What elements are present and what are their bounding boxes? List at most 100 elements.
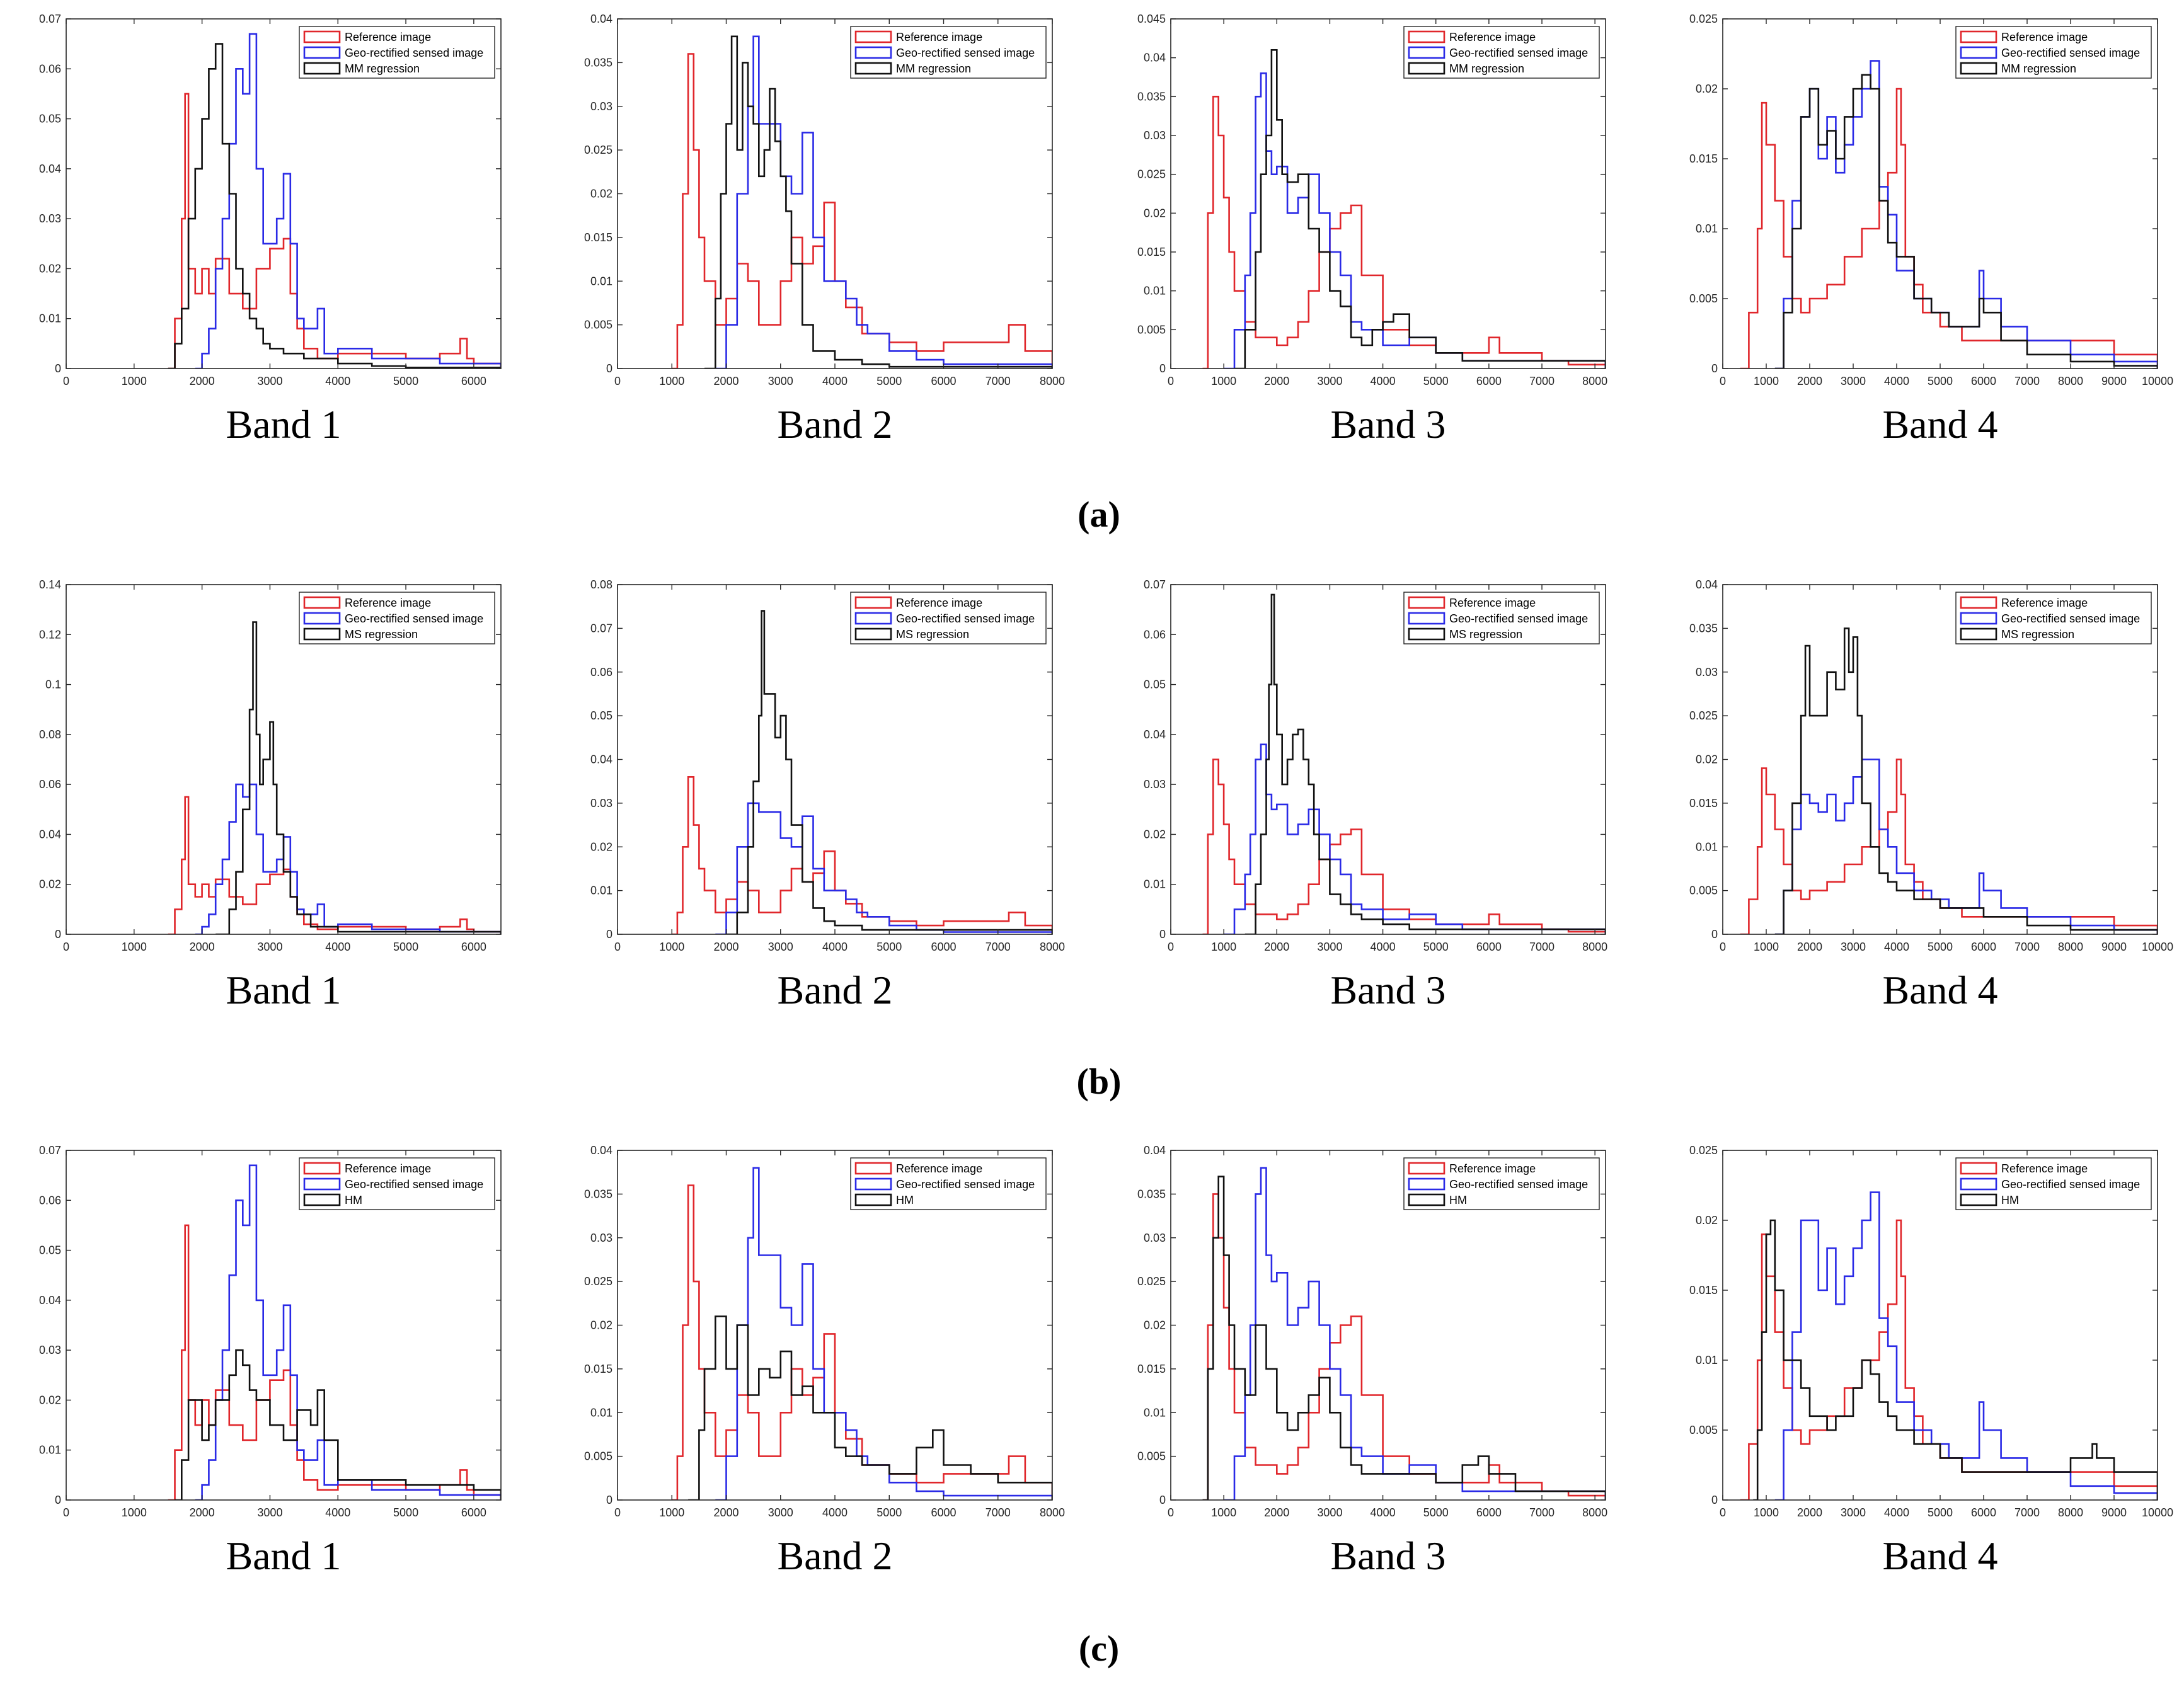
x-tick-label: 4000 xyxy=(822,375,848,387)
x-tick-label: 2000 xyxy=(1264,375,1289,387)
y-tick-label: 0 xyxy=(1159,928,1166,941)
legend-label: HM xyxy=(345,1194,362,1206)
series-line-3 xyxy=(1753,1219,2158,1500)
chart-c3: 0 1000 2000 3000 4000 5000 6000 7000 8000 0 0.005 0… xyxy=(1137,1144,1607,1578)
x-tick-label: 1000 xyxy=(1754,375,1779,387)
chart-series-group xyxy=(1740,60,2158,369)
x-tick-label: 0 xyxy=(1168,375,1174,387)
legend-label: Reference image xyxy=(2001,31,2088,43)
legend-label: Geo-rectified sensed image xyxy=(2001,612,2140,625)
x-tick-label: 4000 xyxy=(325,375,350,387)
legend-label: Geo-rectified sensed image xyxy=(345,47,483,59)
y-tick-label: 0.045 xyxy=(1137,13,1166,25)
legend-label: Reference image xyxy=(1449,597,1536,609)
legend-label: Reference image xyxy=(345,1162,431,1175)
x-tick-label: 5000 xyxy=(876,375,902,387)
y-tick-label: 0.04 xyxy=(1696,578,1718,591)
y-tick-label: 0.03 xyxy=(39,1344,61,1356)
y-tick-label: 0.005 xyxy=(1689,1424,1718,1436)
legend-swatch xyxy=(854,62,892,75)
y-tick-label: 0.04 xyxy=(590,13,612,25)
x-tick-label: 6000 xyxy=(1971,1506,1996,1519)
series-line-2 xyxy=(195,33,501,369)
series-line-3 xyxy=(726,610,1052,934)
legend-label: HM xyxy=(2001,1194,2019,1206)
x-tick-label: 0 xyxy=(614,1506,621,1519)
legend: Reference image Geo-rectified sensed imag… xyxy=(1955,1157,2152,1210)
chart-a2: 0 1000 2000 3000 4000 5000 6000 7000 8000 0 0.005 0… xyxy=(584,13,1065,447)
legend-label: HM xyxy=(1449,1194,1467,1206)
y-tick-label: 0.035 xyxy=(584,56,612,69)
x-tick-label: 2000 xyxy=(1797,1506,1822,1519)
y-tick-label: 0.07 xyxy=(1144,578,1166,591)
chart-a3: 0 1000 2000 3000 4000 5000 6000 7000 8000 0 0.005 0… xyxy=(1137,13,1607,447)
x-tick-label: 10000 xyxy=(2142,1506,2173,1519)
y-tick-label: 0.005 xyxy=(1137,1450,1166,1463)
y-tick-label: 0.01 xyxy=(39,1444,61,1457)
y-tick-label: 0.06 xyxy=(39,778,61,791)
x-tick-label: 2000 xyxy=(1264,1506,1289,1519)
legend-swatch xyxy=(854,46,892,59)
y-tick-label: 0.03 xyxy=(590,100,612,113)
legend-label: Reference image xyxy=(1449,31,1536,43)
legend-swatch xyxy=(1960,46,1997,59)
plot-frame xyxy=(66,584,502,935)
y-tick-label: 0.005 xyxy=(1137,323,1166,336)
x-tick-label: 3000 xyxy=(1841,1506,1866,1519)
chart-b3: 0 1000 2000 3000 4000 5000 6000 7000 8000 0 0.01 0.… xyxy=(1144,578,1607,1012)
y-tick-label: 0.03 xyxy=(590,1232,612,1244)
chart-series-group xyxy=(168,621,501,934)
x-tick-label: 9000 xyxy=(2101,1506,2127,1519)
y-tick-label: 0.03 xyxy=(39,212,61,225)
legend: Reference image Geo-rectified sensed imag… xyxy=(1955,592,2152,644)
x-tick-label: 4000 xyxy=(325,941,350,953)
legend-swatch xyxy=(303,612,341,625)
band-title: Band 3 xyxy=(1330,968,1445,1012)
legend-label: Geo-rectified sensed image xyxy=(2001,47,2140,59)
legend-label: Reference image xyxy=(345,597,431,609)
series-line-3 xyxy=(1774,74,2158,369)
legend-label: Geo-rectified sensed image xyxy=(896,612,1035,625)
x-tick-label: 3000 xyxy=(257,375,282,387)
legend-swatch xyxy=(1960,30,1997,43)
legend-label: Geo-rectified sensed image xyxy=(345,1178,483,1191)
plot-frame xyxy=(66,1150,502,1501)
chart-c2: 0 1000 2000 3000 4000 5000 6000 7000 8000 0 0.005 0… xyxy=(584,1144,1065,1578)
x-tick-label: 5000 xyxy=(876,941,902,953)
x-tick-label: 1000 xyxy=(659,941,684,953)
legend: Reference image Geo-rectified sensed imag… xyxy=(299,592,495,644)
chart-c4: 0 1000 2000 3000 4000 5000 6000 7000 8000 9000 100… xyxy=(1689,1144,2173,1578)
y-tick-label: 0.005 xyxy=(584,1450,612,1463)
y-tick-label: 0.06 xyxy=(39,62,61,75)
legend-label: Reference image xyxy=(345,31,431,43)
chart-series-group xyxy=(672,35,1052,369)
y-tick-label: 0.05 xyxy=(590,709,612,722)
y-tick-label: 0.035 xyxy=(1137,90,1166,103)
x-tick-label: 7000 xyxy=(1529,941,1555,953)
legend-box xyxy=(1955,592,2152,644)
y-tick-label: 0 xyxy=(1159,362,1166,375)
legend: Reference image Geo-rectified sensed imag… xyxy=(1955,26,2152,79)
x-tick-label: 6000 xyxy=(1476,941,1502,953)
x-tick-label: 1000 xyxy=(1754,1506,1779,1519)
x-tick-label: 2000 xyxy=(713,375,739,387)
x-tick-label: 3000 xyxy=(768,375,793,387)
x-tick-label: 3000 xyxy=(1317,941,1342,953)
series-line-1 xyxy=(1202,759,1606,934)
y-tick-label: 0.01 xyxy=(590,1406,612,1419)
y-tick-label: 0.02 xyxy=(590,188,612,200)
x-tick-label: 3000 xyxy=(1841,941,1866,953)
legend-label: Reference image xyxy=(896,1162,982,1175)
legend-label: MM regression xyxy=(896,62,971,75)
legend-box xyxy=(1403,1157,1600,1210)
x-tick-label: 7000 xyxy=(986,1506,1011,1519)
x-tick-label: 6000 xyxy=(461,375,486,387)
legend-label: Reference image xyxy=(1449,1162,1536,1175)
x-tick-label: 5000 xyxy=(876,1506,902,1519)
y-tick-label: 0.02 xyxy=(1144,1319,1166,1332)
legend-swatch xyxy=(854,596,892,609)
y-tick-label: 0.1 xyxy=(45,678,61,691)
x-tick-label: 1000 xyxy=(1754,941,1779,953)
x-tick-label: 7000 xyxy=(2014,375,2040,387)
y-tick-label: 0.02 xyxy=(39,878,61,891)
